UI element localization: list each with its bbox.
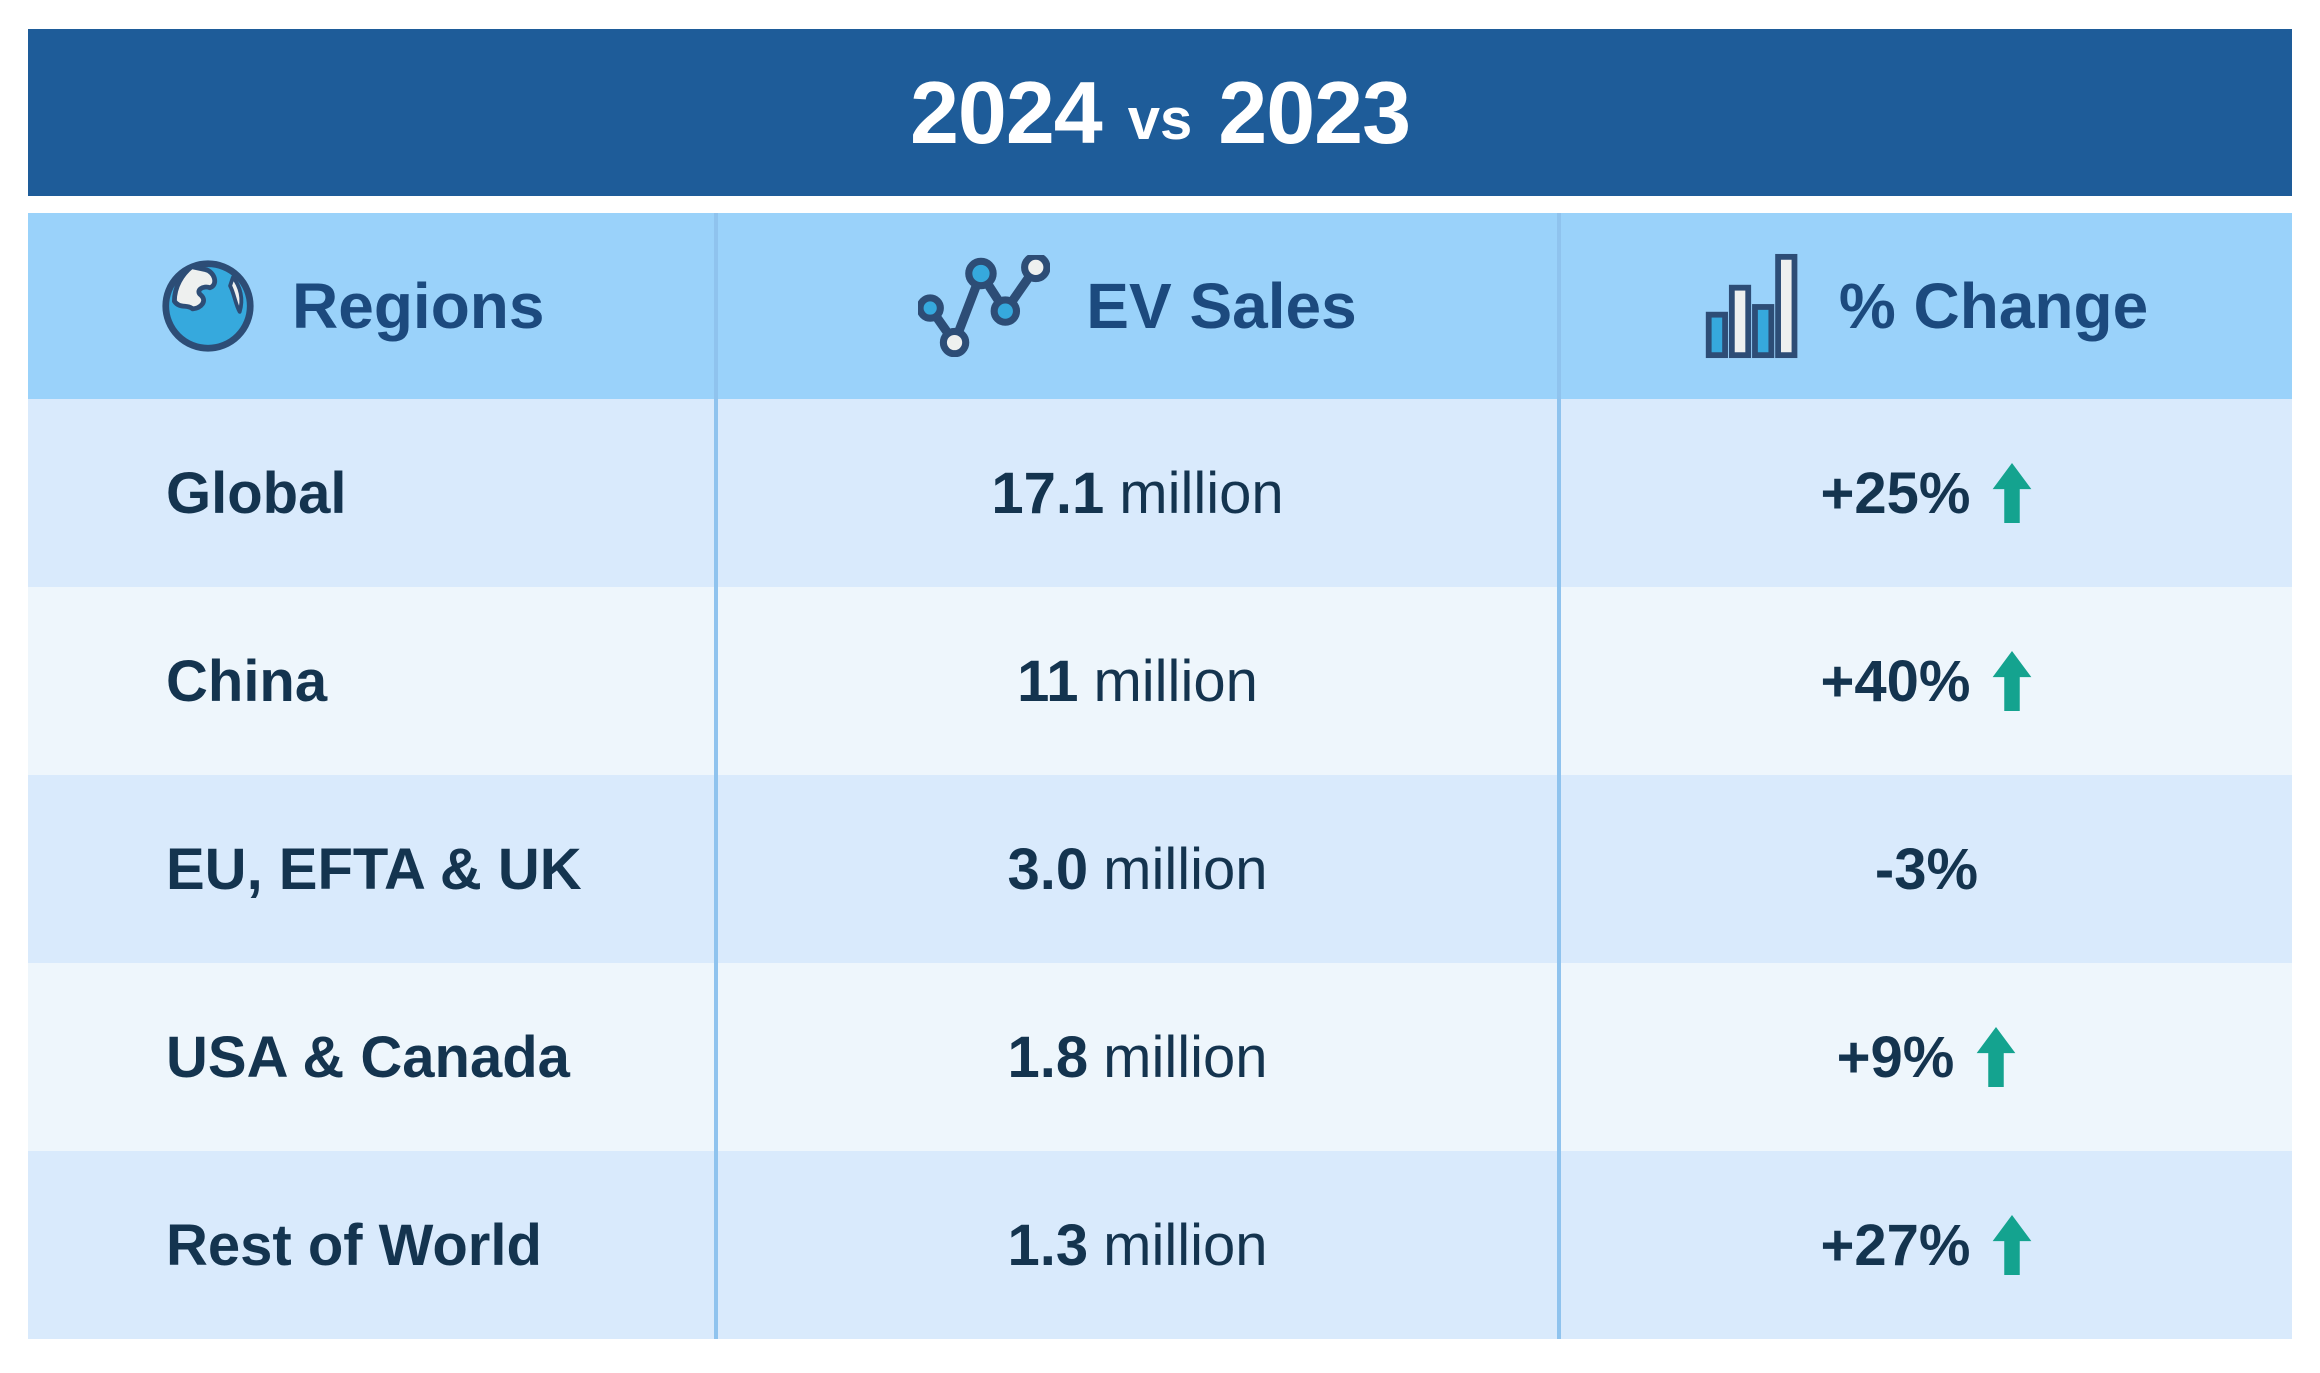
change-value: +27% xyxy=(1820,1212,1971,1278)
change-value: +25% xyxy=(1820,460,1971,526)
table-row-region: China xyxy=(28,587,718,775)
table-row-change: -3% xyxy=(1561,775,2292,963)
sales-value: 17.1 xyxy=(991,460,1105,526)
up-arrow-icon xyxy=(1976,1027,2016,1087)
ev-sales-infographic: 2024 vs 2023 Regions EV Sales xyxy=(28,29,2292,1339)
up-arrow-icon xyxy=(1993,463,2032,523)
sales-unit: million xyxy=(1119,460,1284,526)
column-header-label: % Change xyxy=(1838,270,2149,342)
table-row-ev-sales: 3.0 million xyxy=(718,775,1561,963)
table-row-change: +25% xyxy=(1561,399,2292,587)
bar-chart-icon xyxy=(1705,253,1798,359)
change-value: +40% xyxy=(1820,648,1971,714)
column-header-label: EV Sales xyxy=(1086,270,1357,342)
region-label: China xyxy=(166,648,328,714)
title-bar: 2024 vs 2023 xyxy=(28,29,2292,196)
title-year-right: 2023 xyxy=(1218,62,1411,162)
table-row-region: Global xyxy=(28,399,718,587)
column-header-regions: Regions xyxy=(28,213,718,399)
line-chart-icon xyxy=(918,255,1051,357)
table-row-change: +9% xyxy=(1561,963,2292,1151)
table-row-region: USA & Canada xyxy=(28,963,718,1151)
table-row-ev-sales: 1.3 million xyxy=(718,1151,1561,1339)
table-row-ev-sales: 1.8 million xyxy=(718,963,1561,1151)
region-label: Rest of World xyxy=(166,1212,542,1278)
sales-unit: million xyxy=(1103,836,1268,902)
region-label: EU, EFTA & UK xyxy=(166,836,582,902)
sales-unit: million xyxy=(1093,648,1258,714)
sales-value: 3.0 xyxy=(1007,836,1089,902)
sales-unit: million xyxy=(1103,1024,1268,1090)
region-label: Global xyxy=(166,460,347,526)
sales-value: 11 xyxy=(1017,648,1079,714)
sales-value: 1.3 xyxy=(1007,1212,1089,1278)
column-header-ev-sales: EV Sales xyxy=(718,213,1561,399)
change-value: -3% xyxy=(1874,836,1979,902)
column-header-label: Regions xyxy=(292,270,545,342)
sales-value: 1.8 xyxy=(1007,1024,1089,1090)
region-label: USA & Canada xyxy=(166,1024,570,1090)
table-row-change: +40% xyxy=(1561,587,2292,775)
up-arrow-icon xyxy=(1993,651,2032,711)
table-row-region: Rest of World xyxy=(28,1151,718,1339)
column-header-pct-change: % Change xyxy=(1561,213,2292,399)
data-table: Regions EV Sales % Change xyxy=(28,213,2292,1339)
table-row-ev-sales: 11 million xyxy=(718,587,1561,775)
title-vs: vs xyxy=(1127,87,1193,152)
table-row-region: EU, EFTA & UK xyxy=(28,775,718,963)
globe-icon xyxy=(162,260,254,352)
sales-unit: million xyxy=(1103,1212,1268,1278)
table-row-ev-sales: 17.1 million xyxy=(718,399,1561,587)
table-row-change: +27% xyxy=(1561,1151,2292,1339)
title-year-left: 2024 xyxy=(909,62,1103,162)
change-value: +9% xyxy=(1836,1024,1955,1090)
up-arrow-icon xyxy=(1993,1215,2032,1275)
